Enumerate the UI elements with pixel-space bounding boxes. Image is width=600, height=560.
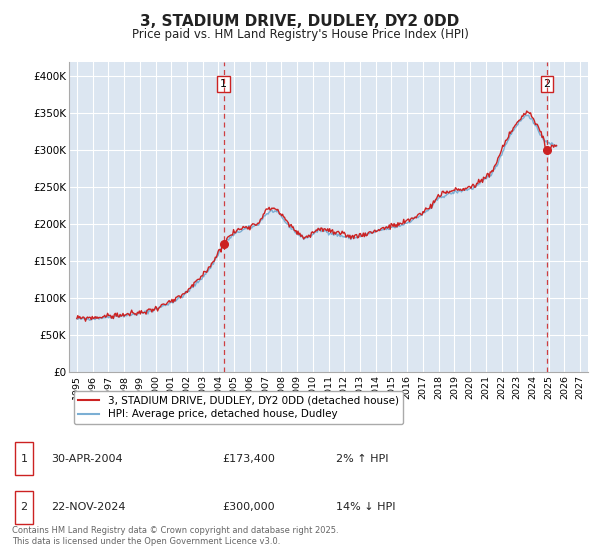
Text: 22-NOV-2024: 22-NOV-2024	[51, 502, 125, 512]
Text: 1: 1	[220, 79, 227, 89]
Text: Contains HM Land Registry data © Crown copyright and database right 2025.
This d: Contains HM Land Registry data © Crown c…	[12, 526, 338, 546]
Text: 14% ↓ HPI: 14% ↓ HPI	[336, 502, 395, 512]
Text: 1: 1	[20, 454, 28, 464]
Text: 2: 2	[20, 502, 28, 512]
Text: £173,400: £173,400	[222, 454, 275, 464]
Text: 2: 2	[544, 79, 551, 89]
Text: Price paid vs. HM Land Registry's House Price Index (HPI): Price paid vs. HM Land Registry's House …	[131, 28, 469, 41]
Legend: 3, STADIUM DRIVE, DUDLEY, DY2 0DD (detached house), HPI: Average price, detached: 3, STADIUM DRIVE, DUDLEY, DY2 0DD (detac…	[74, 391, 403, 424]
FancyBboxPatch shape	[15, 491, 33, 524]
Text: 3, STADIUM DRIVE, DUDLEY, DY2 0DD: 3, STADIUM DRIVE, DUDLEY, DY2 0DD	[140, 14, 460, 29]
Text: 30-APR-2004: 30-APR-2004	[51, 454, 122, 464]
Text: £300,000: £300,000	[222, 502, 275, 512]
Text: 2% ↑ HPI: 2% ↑ HPI	[336, 454, 389, 464]
FancyBboxPatch shape	[15, 442, 33, 475]
